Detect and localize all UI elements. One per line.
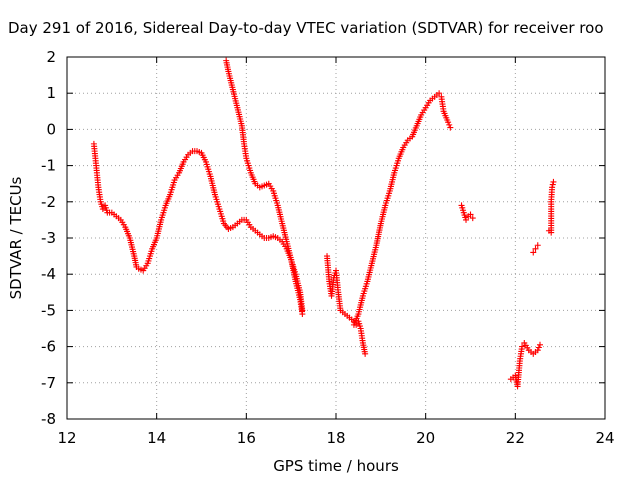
y-tick-label: -6 [41, 338, 56, 356]
x-tick-label: 18 [326, 429, 345, 447]
data-point [445, 119, 452, 126]
x-tick-label: 24 [595, 429, 614, 447]
x-tick-label: 22 [506, 429, 525, 447]
chart-title: Day 291 of 2016, Sidereal Day-to-day VTE… [8, 19, 604, 37]
data-point [534, 347, 541, 354]
data-point [549, 184, 556, 191]
data-point [532, 245, 539, 252]
data-point [550, 178, 557, 185]
series-segment-h [545, 178, 557, 236]
y-tick-label: -4 [41, 265, 56, 283]
y-axis-label: SDTVAR / TECUs [7, 176, 25, 299]
data-point [549, 181, 556, 188]
y-tick-label: 0 [46, 120, 56, 138]
data-points [90, 57, 557, 390]
series-segment-e [458, 202, 476, 223]
x-axis-label: GPS time / hours [273, 457, 399, 475]
y-tick-label: -1 [41, 157, 56, 175]
x-tick-label: 14 [147, 429, 166, 447]
data-point [536, 341, 543, 348]
data-point [530, 249, 537, 256]
data-point [467, 211, 474, 218]
series-segment-c [324, 253, 369, 357]
y-tick-label: -3 [41, 229, 56, 247]
series-segment-f [507, 339, 543, 390]
data-point [362, 350, 369, 357]
data-point [436, 90, 443, 97]
data-point [519, 343, 526, 350]
series-segment-b [223, 57, 306, 318]
data-point [299, 311, 306, 318]
data-point [469, 215, 476, 222]
grid [67, 57, 605, 419]
y-tick-label: -2 [41, 193, 56, 211]
data-point [446, 121, 453, 128]
data-point [99, 206, 106, 213]
x-tick-label: 16 [237, 429, 256, 447]
series-segment-a [90, 140, 306, 314]
series-segment-d [350, 90, 454, 328]
y-tick-label: -5 [41, 301, 56, 319]
y-tick-label: 2 [46, 48, 56, 66]
data-point [535, 344, 542, 351]
x-tick-label: 20 [416, 429, 435, 447]
data-point [463, 216, 470, 223]
series-segment-g [530, 242, 541, 256]
y-tick-label: -8 [41, 410, 56, 428]
data-point [447, 124, 454, 131]
data-point [534, 242, 541, 249]
y-tick-label: -7 [41, 374, 56, 392]
y-tick-label: 1 [46, 84, 56, 102]
x-tick-label: 12 [57, 429, 76, 447]
